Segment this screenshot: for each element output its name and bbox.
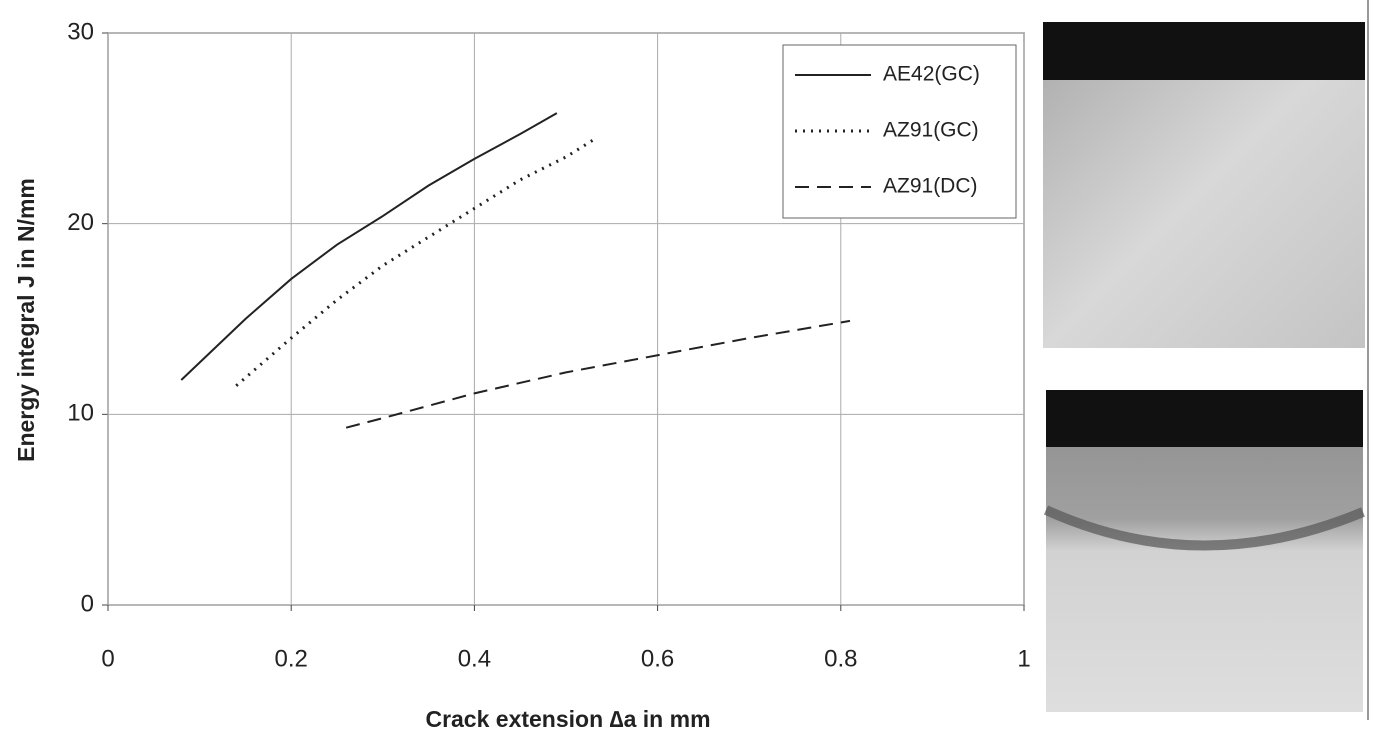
x-tick-label: 0.4 <box>458 645 491 672</box>
y-tick-label: 30 <box>67 18 94 45</box>
micrograph-bottom <box>1043 390 1365 712</box>
legend-label: AE42(GC) <box>883 63 980 86</box>
x-tick-label: 0.8 <box>824 645 857 672</box>
y-tick-label: 10 <box>67 400 94 427</box>
legend-label: AZ91(GC) <box>883 119 979 142</box>
x-tick-label: 1 <box>1017 645 1030 672</box>
x-tick-label: 0.6 <box>641 645 674 672</box>
legend-box <box>782 44 1017 219</box>
y-tick-label: 0 <box>81 590 94 617</box>
series-line <box>235 138 595 387</box>
series-line <box>180 112 558 381</box>
y-tick-label: 20 <box>67 209 94 236</box>
legend-label: AZ91(DC) <box>883 175 978 198</box>
x-tick-label: 0.2 <box>275 645 308 672</box>
micrograph-top <box>1043 22 1365 348</box>
series-line <box>345 319 851 429</box>
y-axis-label: Energy integral J in N/mm <box>13 178 39 462</box>
x-axis-label: Crack extension ∆a in mm <box>425 706 710 732</box>
x-tick-label: 0 <box>101 645 114 672</box>
